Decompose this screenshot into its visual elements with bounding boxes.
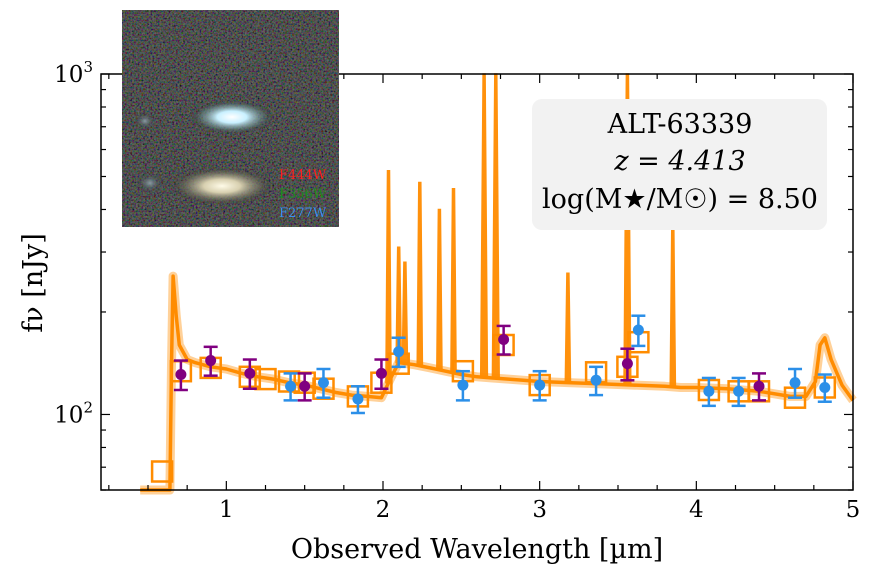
emission-line-6 — [450, 188, 457, 374]
photometry-point-blue-1 — [283, 372, 298, 402]
y-tick-label-100: 102 — [54, 398, 93, 428]
y-axis-ticks: 102 103 — [54, 58, 853, 491]
x-axis-title: Observed Wavelength [µm] — [291, 534, 663, 565]
emission-line-4 — [416, 181, 424, 367]
photometry-point-purple-1 — [173, 359, 188, 392]
photometry-point-blue-8 — [631, 314, 646, 348]
photometry-point-purple-2 — [203, 345, 218, 377]
emission-lines — [385, 73, 677, 388]
emission-line-9 — [564, 272, 572, 384]
model-photometry-square-1 — [150, 460, 174, 483]
photometry-point-blue-4 — [391, 336, 406, 369]
photometry-point-blue-11 — [788, 367, 803, 399]
y-tick-label-1000: 103 — [54, 58, 93, 88]
photometry-point-purple-3 — [242, 358, 257, 390]
galaxy-left-upper — [134, 112, 156, 130]
photometry-point-purple-7 — [620, 347, 635, 382]
photometry-point-purple-4 — [297, 372, 312, 402]
photometry-point-purple-8 — [752, 372, 766, 402]
object-name: ALT-63339 — [607, 109, 753, 140]
photometry-point-purple-6 — [496, 324, 511, 356]
photometry-point-blue-12 — [817, 373, 832, 403]
redshift-label: z = 4.413 — [613, 146, 745, 177]
photometry-point-blue-5 — [455, 369, 470, 402]
observed-photometry — [173, 314, 832, 415]
galaxy-lower — [170, 167, 274, 205]
photometry-point-blue-2 — [316, 367, 331, 399]
emission-line-1 — [385, 169, 392, 384]
emission-line-7 — [479, 73, 489, 379]
photometry-point-purple-5 — [374, 358, 389, 390]
x-tick-label-5: 5 — [846, 497, 861, 523]
emission-line-11 — [669, 224, 677, 388]
emission-line-8 — [491, 73, 500, 379]
x-tick-label-3: 3 — [532, 497, 547, 523]
band-label-f444w: F444W — [279, 168, 327, 183]
photometry-point-blue-7 — [589, 365, 604, 397]
plot-frame — [100, 73, 854, 491]
stellar-mass-label: log(M★/M☉) = 8.50 — [542, 184, 818, 215]
galaxy-cutout-inset: F444W F356W F277W — [122, 10, 339, 227]
photometry-point-blue-10 — [731, 376, 746, 408]
x-tick-label-2: 2 — [376, 497, 391, 523]
x-tick-label-4: 4 — [689, 497, 704, 523]
galaxy-left — [136, 172, 164, 194]
band-label-f277w: F277W — [279, 206, 327, 221]
info-box-background — [532, 99, 827, 230]
info-box: ALT-63339 z = 4.413 log(M★/M☉) = 8.50 — [532, 99, 827, 230]
y-axis-title: fν [nJy] — [18, 233, 49, 333]
model-photometry-square-5 — [254, 367, 277, 391]
emission-line-5 — [436, 208, 443, 371]
photometry-point-blue-9 — [701, 376, 716, 408]
photometry-point-blue-6 — [532, 369, 547, 402]
galaxy-upper — [190, 100, 274, 134]
band-label-f356w: F356W — [279, 187, 327, 202]
x-tick-label-1: 1 — [219, 497, 234, 523]
photometry-point-blue-3 — [350, 385, 365, 415]
